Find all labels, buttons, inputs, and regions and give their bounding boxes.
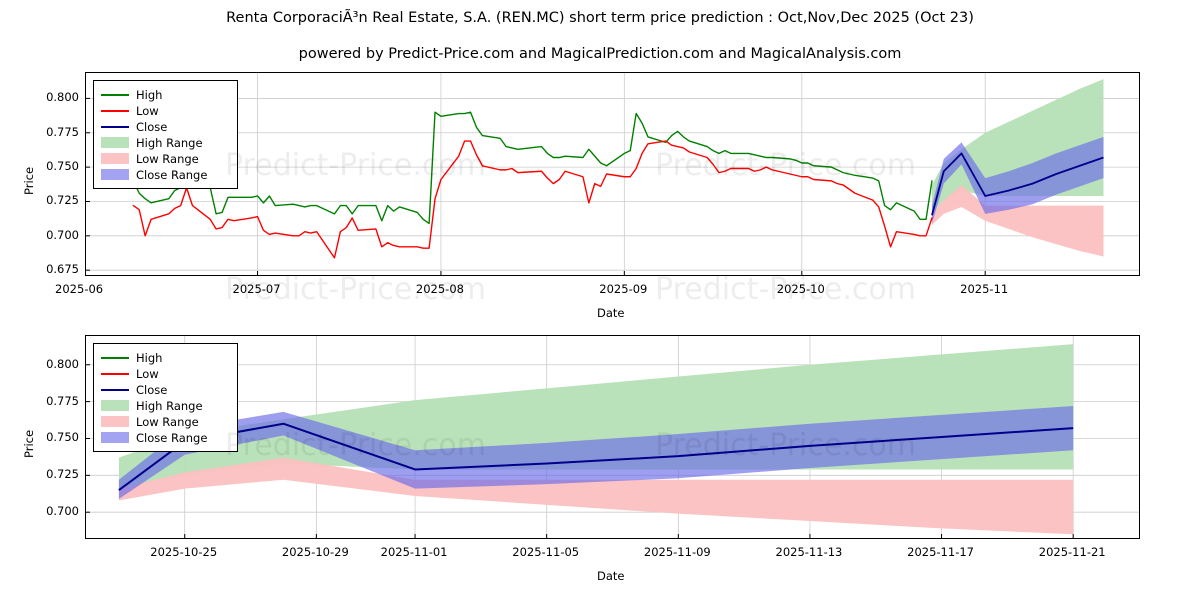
- main-chart-ytick: 0.800: [46, 90, 79, 105]
- legend-item-label: High: [136, 87, 163, 102]
- legend-swatch-icon: [101, 169, 129, 180]
- legend-swatch-icon: [101, 137, 129, 148]
- legend-item-close-range: Close Range: [101, 430, 230, 445]
- main-chart-xtick: 2025-08: [415, 282, 464, 296]
- main-chart-xtick: 2025-10: [776, 282, 825, 296]
- main-chart-xtick: 2025-07: [232, 282, 281, 296]
- main-chart-xtick: 2025-11: [960, 282, 1009, 296]
- legend-item-high: High: [101, 350, 230, 365]
- legend-swatch-icon: [101, 384, 129, 395]
- legend-item-close: Close: [101, 119, 230, 134]
- legend-item-label: Close: [136, 382, 168, 397]
- legend-item-low-range: Low Range: [101, 414, 230, 429]
- forecast-chart-ytick: 0.800: [46, 356, 79, 371]
- forecast-chart-xtick: 2025-11-09: [643, 545, 711, 559]
- page-subtitle: powered by Predict-Price.com and Magical…: [298, 46, 902, 62]
- main-chart-xtick: 2025-09: [599, 282, 648, 296]
- legend-item-high-range: High Range: [101, 398, 230, 413]
- forecast-chart-plot-area: [85, 335, 1140, 539]
- forecast-chart-ytick: 0.700: [46, 504, 79, 519]
- legend-swatch-icon: [101, 368, 129, 379]
- main-chart-ytick: 0.750: [46, 159, 79, 174]
- main-chart-ytick: 0.700: [46, 227, 79, 242]
- legend-item-label: High Range: [136, 398, 203, 413]
- forecast-chart-xtick: 2025-10-29: [281, 545, 349, 559]
- legend-swatch-icon: [101, 416, 129, 427]
- main-chart-legend: High Low Close High Range Low Range Close Ran…: [93, 80, 238, 189]
- legend-swatch-icon: [101, 105, 129, 116]
- main-chart-ytick: 0.675: [46, 262, 79, 277]
- forecast-chart-legend: High Low Close High Range Low Range Close Ran…: [93, 343, 238, 452]
- legend-item-label: Low: [136, 366, 159, 381]
- forecast-chart-ytick: 0.775: [46, 393, 79, 408]
- legend-swatch-icon: [101, 89, 129, 100]
- legend-swatch-icon: [101, 153, 129, 164]
- legend-swatch-icon: [101, 352, 129, 363]
- forecast-chart-xtick: 2025-11-01: [380, 545, 448, 559]
- legend-item-high-range: High Range: [101, 135, 230, 150]
- legend-item-label: Low Range: [136, 414, 199, 429]
- legend-item-label: Close: [136, 119, 168, 134]
- legend-item-label: Low Range: [136, 151, 199, 166]
- forecast-chart-svg: [86, 336, 1139, 538]
- forecast-chart-xtick: 2025-11-21: [1038, 545, 1106, 559]
- forecast-chart-xtick: 2025-11-13: [775, 545, 843, 559]
- legend-item-label: Low: [136, 103, 159, 118]
- legend-item-close: Close: [101, 382, 230, 397]
- forecast-chart-ytick: 0.725: [46, 467, 79, 482]
- legend-item-low-range: Low Range: [101, 151, 230, 166]
- legend-swatch-icon: [101, 432, 129, 443]
- legend-swatch-icon: [101, 400, 129, 411]
- legend-item-close-range: Close Range: [101, 167, 230, 182]
- main-chart-ytick: 0.775: [46, 124, 79, 139]
- forecast-chart-xtick: 2025-11-05: [512, 545, 580, 559]
- legend-item-label: High Range: [136, 135, 203, 150]
- legend-item-label: Close Range: [136, 430, 208, 445]
- main-chart-xtick: 2025-06: [55, 282, 104, 296]
- main-chart-svg: [86, 73, 1139, 275]
- legend-item-high: High: [101, 87, 230, 102]
- forecast-chart-xtick: 2025-10-25: [150, 545, 218, 559]
- forecast-chart-ytick: 0.750: [46, 430, 79, 445]
- forecast-chart-xlabel: Date: [597, 569, 625, 583]
- forecast-chart-xtick: 2025-11-17: [907, 545, 974, 559]
- legend-item-low: Low: [101, 103, 230, 118]
- legend-item-label: Close Range: [136, 167, 208, 182]
- main-chart-ytick: 0.725: [46, 193, 79, 208]
- legend-item-low: Low: [101, 366, 230, 381]
- main-chart-xlabel: Date: [597, 306, 625, 320]
- legend-swatch-icon: [101, 121, 129, 132]
- page-title: Renta CorporaciÃ³n Real Estate, S.A. (RE…: [226, 10, 974, 26]
- main-chart-plot-area: [85, 72, 1140, 276]
- legend-item-label: High: [136, 350, 163, 365]
